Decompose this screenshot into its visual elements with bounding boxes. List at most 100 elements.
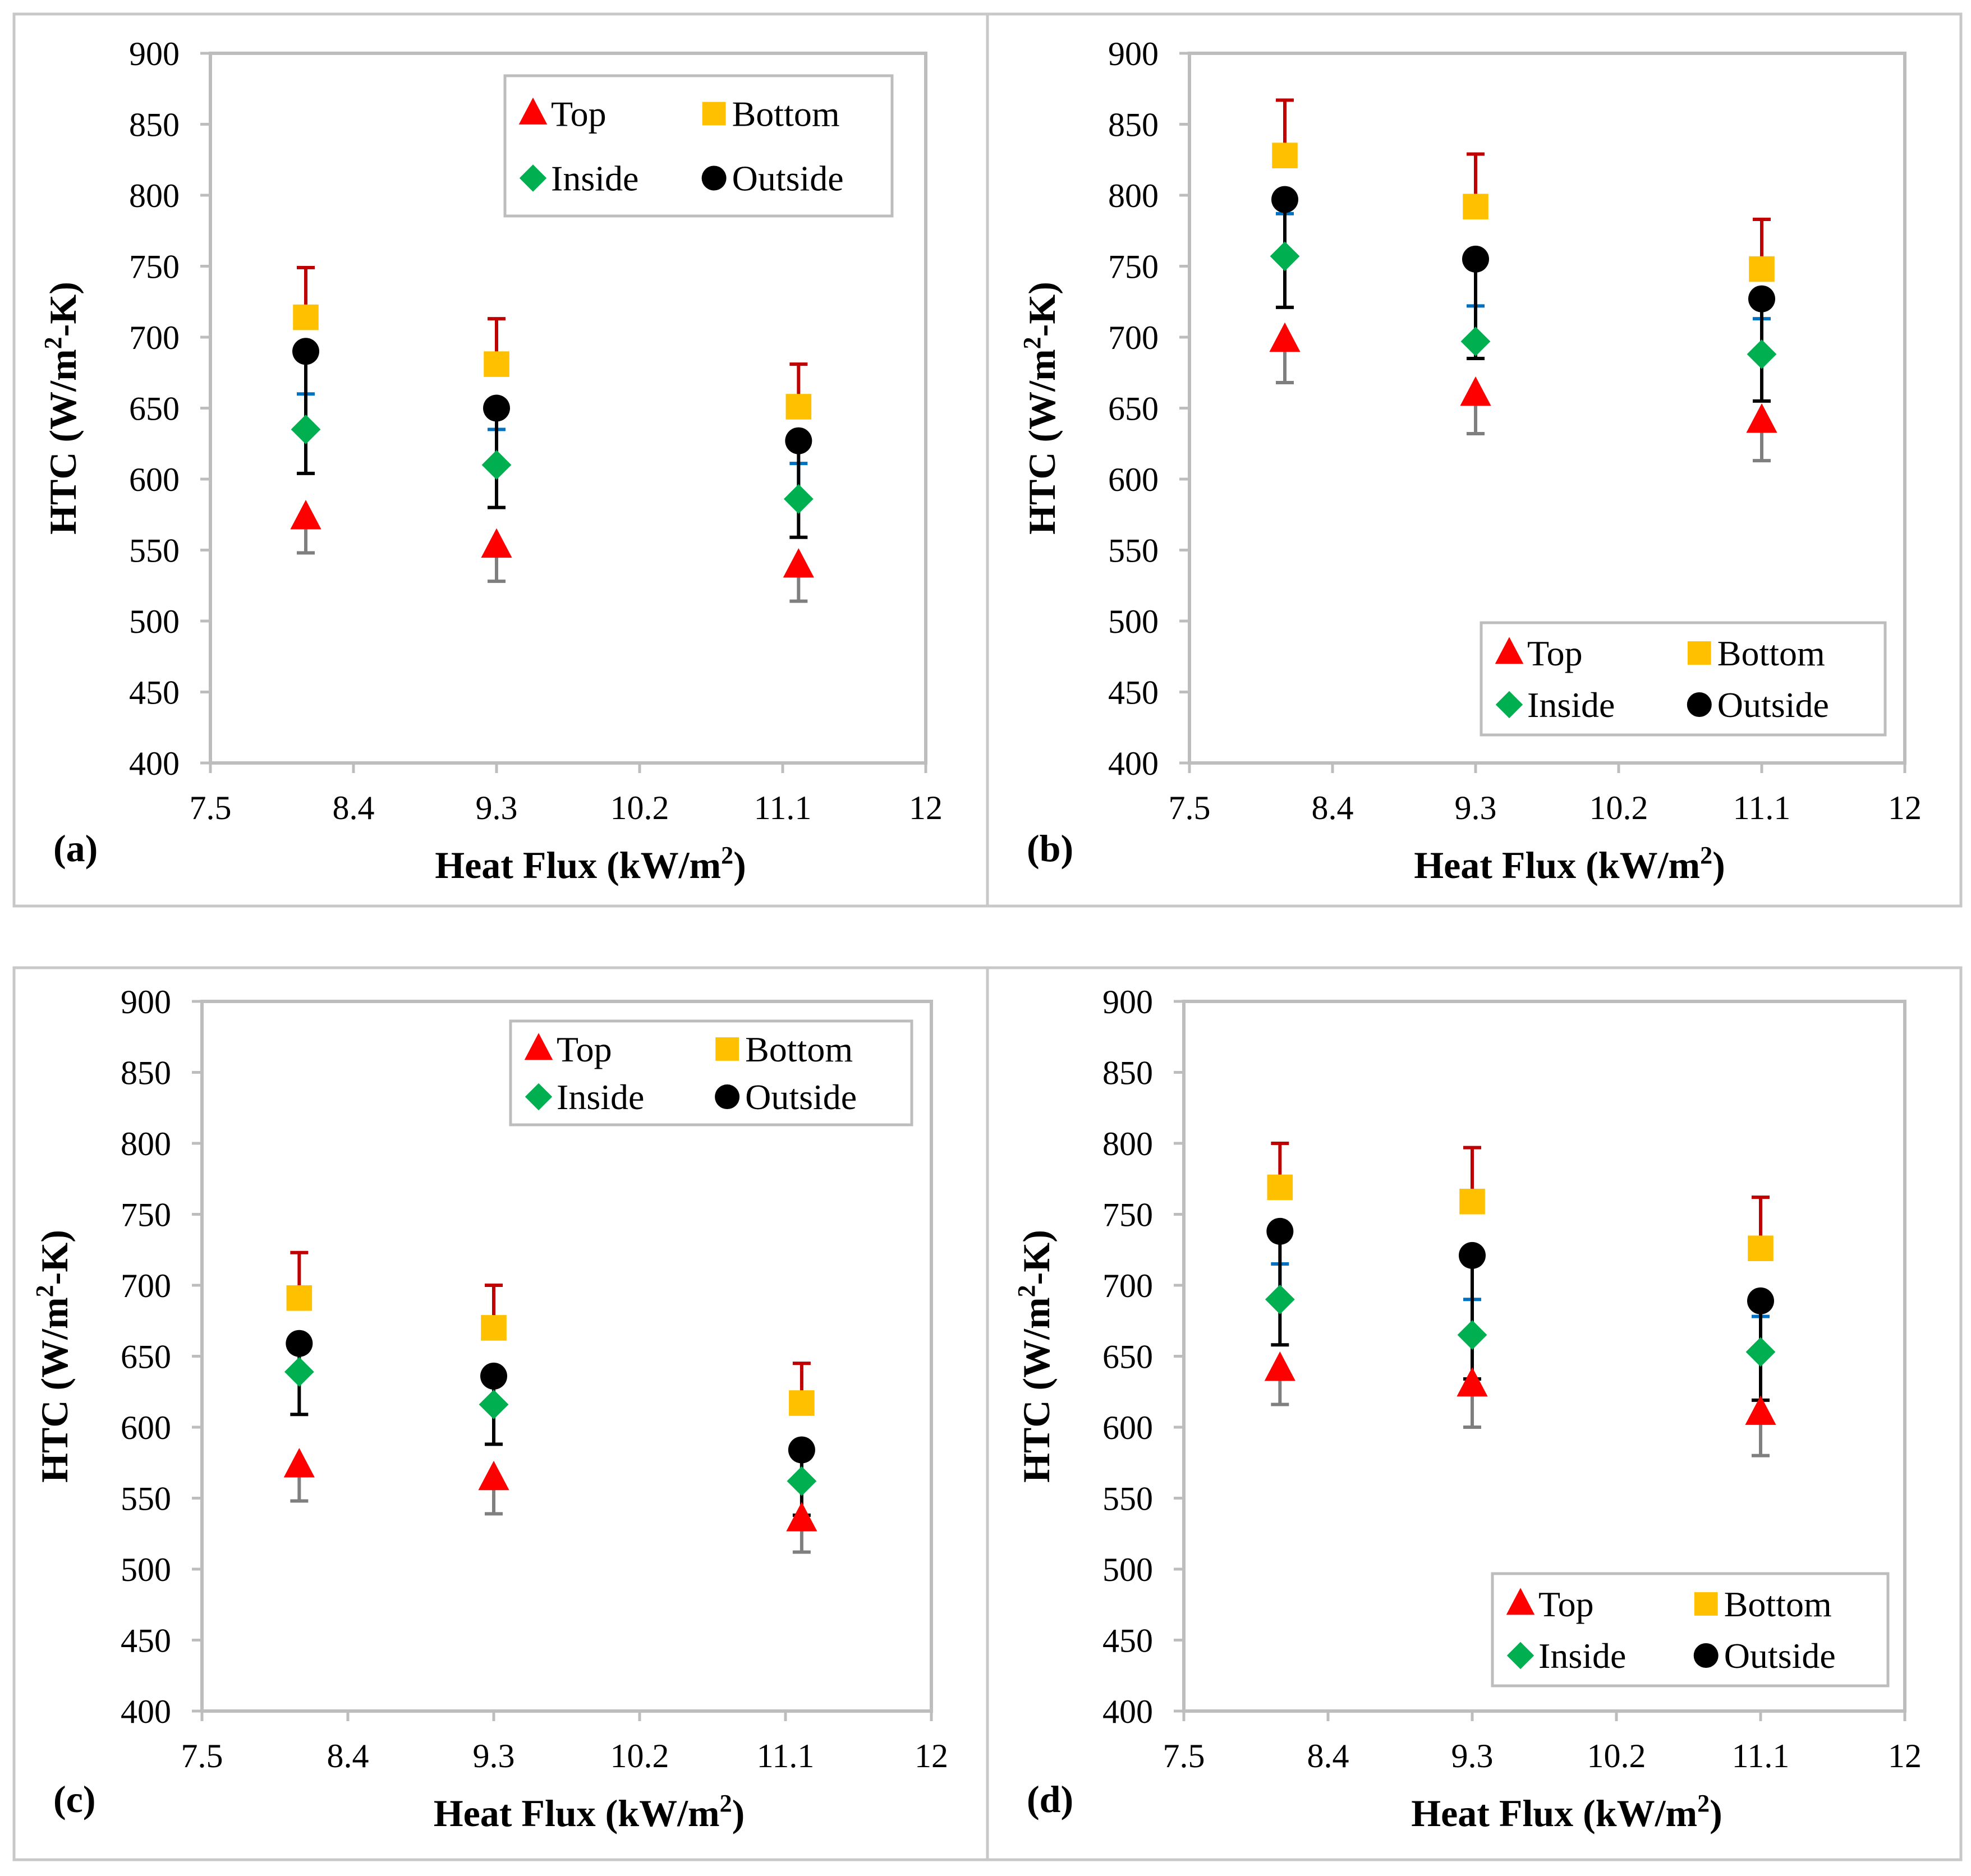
- data-point-top: [1460, 376, 1491, 406]
- data-point-top: [1269, 322, 1301, 352]
- legend-label-top: Top: [557, 1029, 612, 1069]
- data-point-bottom: [1459, 1188, 1485, 1215]
- data-point-outside: [1462, 245, 1489, 273]
- x-axis-title: Heat Flux (kW/m2): [434, 1790, 745, 1834]
- y-tick-label: 600: [121, 1409, 171, 1446]
- data-point-inside: [787, 1466, 817, 1496]
- y-axis-title-sup: 2: [1013, 1285, 1040, 1297]
- y-axis-title-main: HTC (W/m: [1021, 349, 1063, 535]
- y-axis-title: HTC (W/m2-K): [1018, 282, 1063, 535]
- legend-box: [503, 74, 894, 218]
- panel-c: 7.5 8.4 9.3 10.2 11.1 12 900 850 800 750 700 650 600…: [12, 966, 989, 1861]
- y-tick-label: 450: [1108, 674, 1159, 711]
- data-point-top: [478, 1460, 509, 1491]
- y-tick-label: 500: [129, 603, 180, 640]
- legend-marker-outside: [701, 165, 727, 191]
- y-tick-label: 400: [1108, 745, 1159, 782]
- panel-d: 7.5 8.4 9.3 10.2 11.1 12 900 850 800 750 700 650 600…: [986, 966, 1963, 1861]
- x-tick-label: 12: [909, 789, 943, 826]
- x-axis-title-main: Heat Flux (kW/m: [435, 844, 721, 886]
- legend-marker-top: [524, 1033, 553, 1060]
- data-point-bottom: [1272, 142, 1298, 168]
- data-point-outside: [292, 338, 319, 365]
- y-tick-label: 650: [129, 390, 180, 427]
- data-point-inside: [481, 450, 512, 480]
- panel-label: (d): [1027, 1778, 1073, 1820]
- x-axis-title-main: Heat Flux (kW/m: [434, 1792, 720, 1834]
- data-point-inside: [284, 1357, 314, 1387]
- legend-marker-inside: [525, 1083, 553, 1111]
- data-point-bottom: [1749, 256, 1775, 282]
- y-axis-title: HTC (W/m2-K): [1013, 1230, 1058, 1483]
- y-tick-label: 850: [121, 1055, 171, 1092]
- data-point-bottom: [1748, 1235, 1774, 1262]
- data-point-inside: [1270, 241, 1300, 272]
- y-tick-label: 800: [121, 1125, 171, 1162]
- data-point-top: [1457, 1367, 1488, 1397]
- legend-label-outside: Outside: [1717, 685, 1829, 725]
- data-point-bottom: [1267, 1174, 1293, 1201]
- data-point-outside: [785, 427, 812, 454]
- x-tick-label: 10.2: [610, 1737, 669, 1774]
- legend-label-inside: Inside: [551, 159, 638, 199]
- legend-label-outside: Outside: [1724, 1636, 1836, 1676]
- data-point-outside: [1271, 186, 1298, 213]
- data-point-bottom: [789, 1390, 815, 1416]
- data-point-bottom: [1463, 194, 1488, 220]
- data-point-bottom: [286, 1285, 313, 1311]
- y-tick-label: 400: [1102, 1693, 1153, 1730]
- data-point-top: [783, 548, 814, 578]
- y-tick-label: 700: [129, 319, 180, 356]
- panel-frame: [986, 966, 1963, 1861]
- y-tick-label: 900: [1108, 35, 1159, 72]
- x-tick-label: 8.4: [1307, 1737, 1349, 1774]
- legend-marker-outside: [1687, 692, 1712, 717]
- legend-label-bottom: Bottom: [732, 94, 840, 134]
- data-point-outside: [1747, 1287, 1774, 1314]
- y-axis-title-main: HTC (W/m: [33, 1297, 76, 1483]
- legend-label-bottom: Bottom: [745, 1029, 853, 1069]
- y-tick-label: 600: [1108, 461, 1159, 498]
- data-point-top: [1264, 1351, 1295, 1381]
- data-point-top: [283, 1448, 315, 1478]
- y-tick-label: 850: [1102, 1055, 1153, 1092]
- data-point-top: [786, 1502, 817, 1532]
- data-point-outside: [1459, 1242, 1486, 1269]
- data-point-outside: [1266, 1217, 1294, 1245]
- y-axis-title-sup: 2: [31, 1285, 58, 1297]
- x-tick-label: 9.3: [473, 1737, 515, 1774]
- data-point-inside: [291, 415, 321, 444]
- y-tick-label: 700: [1108, 319, 1159, 356]
- legend-marker-inside: [1495, 691, 1523, 719]
- legend-label-outside: Outside: [745, 1077, 857, 1117]
- legend-marker-inside: [519, 164, 547, 192]
- y-axis-title-end: -K): [42, 282, 84, 337]
- y-tick-label: 450: [129, 674, 180, 711]
- y-axis-title-end: -K): [33, 1230, 76, 1285]
- x-axis-title-main: Heat Flux (kW/m: [1411, 1792, 1697, 1834]
- legend-marker-outside: [1693, 1643, 1719, 1668]
- x-tick-label: 7.5: [190, 789, 232, 826]
- x-axis-title: Heat Flux (kW/m2): [1411, 1790, 1722, 1834]
- legend-marker-bottom: [1694, 1592, 1718, 1616]
- y-tick-label: 650: [1102, 1339, 1153, 1376]
- legend-label-inside: Inside: [1538, 1636, 1626, 1676]
- x-tick-label: 11.1: [757, 1737, 815, 1774]
- panel-label: (a): [53, 827, 98, 870]
- y-tick-label: 900: [129, 35, 180, 72]
- legend-box: [1491, 1572, 1890, 1688]
- y-tick-label: 550: [1102, 1480, 1153, 1518]
- legend-marker-bottom: [702, 102, 726, 126]
- x-tick-label: 8.4: [1312, 789, 1354, 826]
- x-axis-title-sup: 2: [1700, 842, 1712, 869]
- x-axis-title-end: ): [1710, 1792, 1722, 1834]
- y-tick-label: 750: [129, 249, 180, 286]
- x-axis-title-sup: 2: [721, 842, 733, 869]
- y-axis-title-sup: 2: [39, 337, 67, 349]
- x-axis-title-sup: 2: [720, 1790, 732, 1817]
- x-tick-label: 10.2: [610, 789, 669, 826]
- x-tick-label: 11.1: [1732, 1737, 1790, 1774]
- x-tick-label: 7.5: [181, 1737, 223, 1774]
- y-tick-label: 500: [1102, 1551, 1153, 1588]
- y-tick-label: 550: [121, 1480, 171, 1518]
